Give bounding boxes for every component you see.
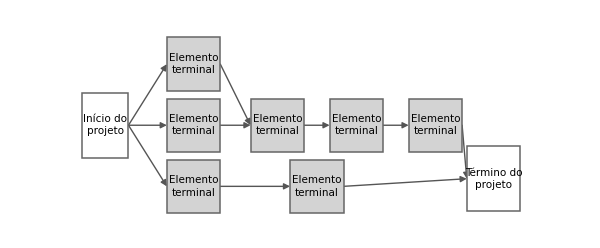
FancyBboxPatch shape	[290, 160, 344, 213]
Text: Início do
projeto: Início do projeto	[83, 114, 127, 136]
FancyBboxPatch shape	[82, 93, 128, 158]
FancyBboxPatch shape	[167, 98, 220, 152]
Text: Elemento
terminal: Elemento terminal	[253, 114, 302, 136]
FancyBboxPatch shape	[409, 98, 462, 152]
Text: Elemento
terminal: Elemento terminal	[169, 114, 218, 136]
Text: Elemento
terminal: Elemento terminal	[332, 114, 381, 136]
Text: Elemento
terminal: Elemento terminal	[169, 53, 218, 75]
FancyBboxPatch shape	[167, 37, 220, 91]
Text: Término do
projeto: Término do projeto	[465, 167, 522, 190]
Text: Elemento
terminal: Elemento terminal	[292, 175, 341, 198]
Text: Elemento
terminal: Elemento terminal	[169, 175, 218, 198]
FancyBboxPatch shape	[329, 98, 383, 152]
FancyBboxPatch shape	[251, 98, 304, 152]
FancyBboxPatch shape	[167, 160, 220, 213]
FancyBboxPatch shape	[467, 146, 520, 211]
Text: Elemento
terminal: Elemento terminal	[410, 114, 460, 136]
